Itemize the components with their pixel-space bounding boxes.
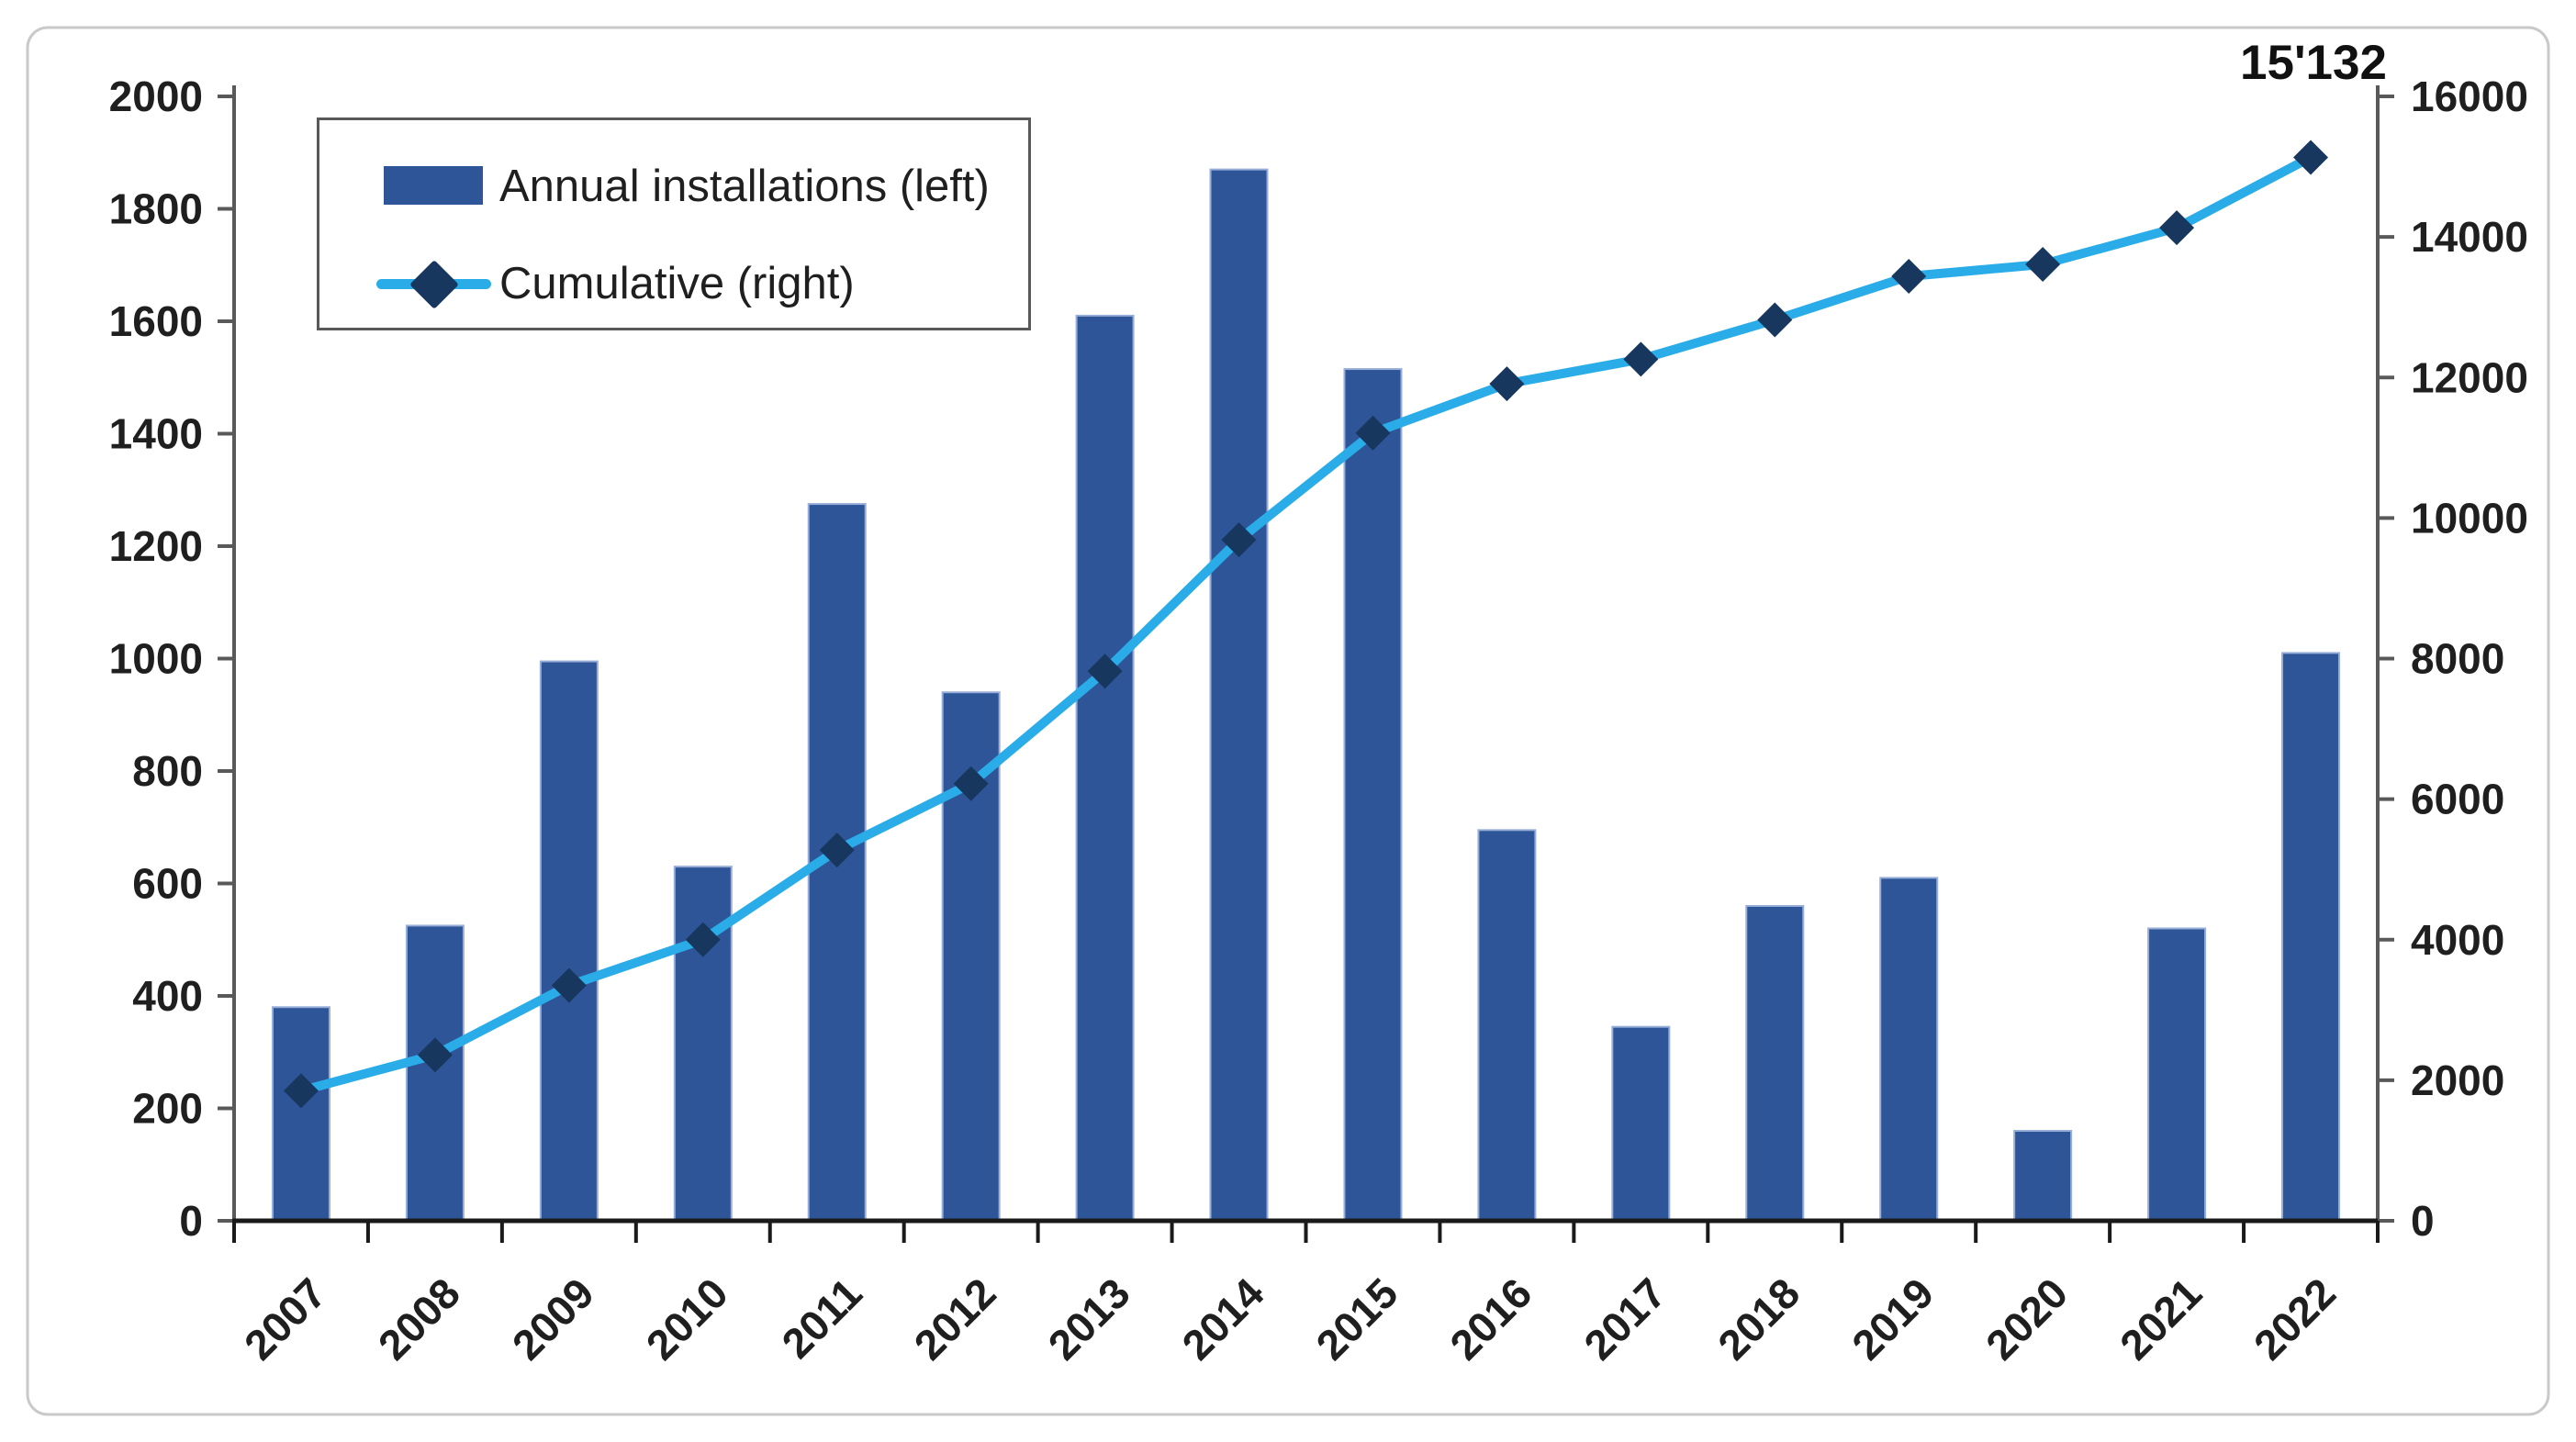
right-axis-tick-label: 2000 xyxy=(2411,1056,2504,1104)
cumulative-marker-2018 xyxy=(1757,302,1793,338)
left-axis-tick-label: 2000 xyxy=(109,73,203,120)
cumulative-marker-2022 xyxy=(2293,140,2329,175)
bar-2021 xyxy=(2147,927,2207,1222)
left-axis-tick-label: 0 xyxy=(179,1197,203,1245)
cumulative-marker-2020 xyxy=(2025,246,2061,282)
right-axis-tick-label: 10000 xyxy=(2411,494,2528,542)
cumulative-marker-2017 xyxy=(1623,341,1659,377)
bar-2008 xyxy=(405,924,465,1222)
cumulative-marker-2009 xyxy=(551,967,587,1003)
chart-legend: Annual installations (left) Cumulative (… xyxy=(317,117,1031,330)
cumulative-marker-2019 xyxy=(1891,259,1927,294)
left-axis-tick-label: 1400 xyxy=(109,410,203,458)
bar-2009 xyxy=(539,660,599,1222)
bar-2015 xyxy=(1343,368,1403,1222)
left-axis-tick-label: 1200 xyxy=(109,522,203,570)
left-axis-tick-label: 1600 xyxy=(109,297,203,345)
legend-item-annual: Annual installations (left) xyxy=(319,159,1028,214)
left-axis-tick-label: 1800 xyxy=(109,185,203,233)
cumulative-marker-2015 xyxy=(1355,415,1391,451)
left-axis-tick-label: 400 xyxy=(132,972,203,1020)
legend-label-cumulative: Cumulative (right) xyxy=(499,259,855,308)
left-axis-tick-label: 1000 xyxy=(109,635,203,683)
right-axis-tick-label: 8000 xyxy=(2411,635,2504,683)
bar-2018 xyxy=(1745,905,1805,1222)
right-axis-tick-label: 0 xyxy=(2411,1197,2435,1245)
bar-2020 xyxy=(2013,1130,2073,1222)
cumulative-marker-2008 xyxy=(417,1037,453,1073)
diamond-icon xyxy=(409,260,459,309)
bar-swatch-icon xyxy=(384,166,483,205)
cumulative-marker-2007 xyxy=(283,1073,319,1109)
right-axis-tick-label: 6000 xyxy=(2411,776,2504,823)
bar-2016 xyxy=(1477,829,1537,1222)
cumulative-line xyxy=(296,152,2316,1096)
line-marker-icon xyxy=(376,256,491,311)
bar-2013 xyxy=(1075,314,1135,1222)
cumulative-marker-2016 xyxy=(1489,366,1525,402)
right-axis-tick-label: 4000 xyxy=(2411,916,2504,964)
bar-2010 xyxy=(673,866,733,1222)
cumulative-marker-2021 xyxy=(2159,210,2195,246)
cumulative-marker-2014 xyxy=(1221,522,1257,558)
cumulative-total-label: 15'132 xyxy=(2240,36,2387,90)
right-axis-tick-label: 16000 xyxy=(2411,73,2528,120)
right-axis-tick-label: 12000 xyxy=(2411,353,2528,401)
bar-2007 xyxy=(271,1006,330,1222)
legend-item-cumulative: Cumulative (right) xyxy=(319,256,1028,311)
legend-label-annual: Annual installations (left) xyxy=(499,162,990,211)
cumulative-marker-2010 xyxy=(685,922,721,957)
left-axis-tick-label: 200 xyxy=(132,1085,203,1133)
cumulative-marker-2011 xyxy=(819,833,855,868)
left-axis-tick-label: 800 xyxy=(132,747,203,795)
cumulative-marker-2012 xyxy=(953,766,989,801)
bar-2019 xyxy=(1879,877,1939,1222)
bar-2014 xyxy=(1209,168,1269,1222)
right-axis-tick-label: 14000 xyxy=(2411,213,2528,261)
left-axis-tick-label: 600 xyxy=(132,860,203,908)
bar-2017 xyxy=(1611,1025,1671,1222)
cumulative-marker-2013 xyxy=(1087,654,1123,689)
bar-2022 xyxy=(2281,652,2341,1222)
